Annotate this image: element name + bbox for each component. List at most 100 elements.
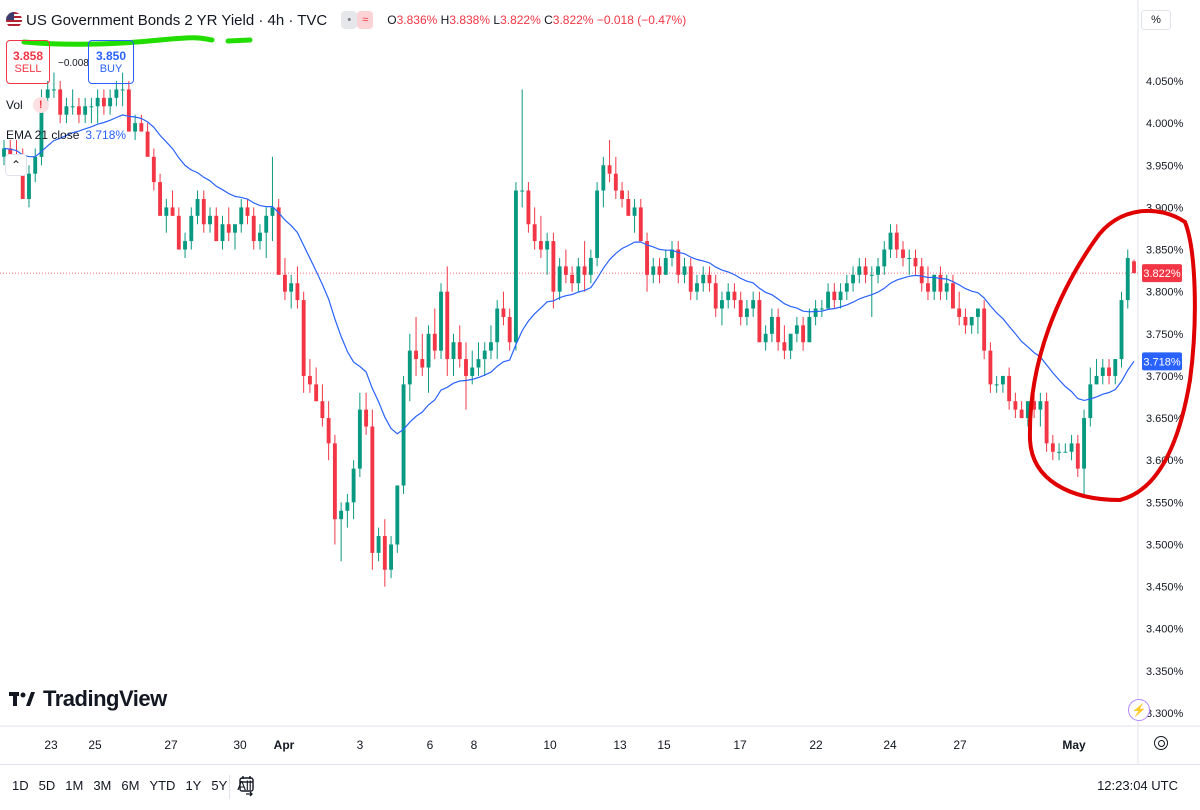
candle-body (507, 316, 512, 343)
gear-icon[interactable] (1154, 736, 1168, 750)
price-tick-label: 4.000% (1146, 118, 1184, 130)
candle-body (95, 97, 100, 107)
time-tick-label: 27 (164, 738, 178, 752)
candle-body (957, 308, 962, 317)
candle-body (888, 232, 893, 250)
candle-body (676, 249, 681, 275)
price-tick-label: 3.400% (1146, 624, 1184, 636)
candle-body (926, 283, 930, 292)
candle-body (794, 325, 799, 334)
candle-body (295, 283, 300, 301)
candle-body (276, 207, 281, 275)
warning-icon[interactable]: ! (32, 97, 49, 113)
buy-button[interactable]: 3.850 BUY (88, 40, 134, 84)
price-tick-label: 3.300% (1146, 708, 1184, 720)
timeframe-3m[interactable]: 3M (93, 778, 112, 793)
candle-body (732, 291, 737, 301)
candle-body (744, 308, 749, 317)
candle-body (264, 215, 269, 233)
timeframe-1y[interactable]: 1Y (185, 778, 202, 793)
sell-button[interactable]: 3.858 SELL (6, 40, 50, 84)
candle-body (432, 333, 437, 351)
candle-body (963, 316, 968, 326)
candle-body (620, 190, 625, 199)
ohlc-low: 3.822% (500, 13, 541, 27)
toolbar-divider (229, 775, 230, 799)
tradingview-logo[interactable]: TradingView (9, 686, 167, 712)
candle-body (195, 198, 200, 216)
candle-body (226, 224, 231, 233)
ema-indicator-row[interactable]: EMA 21 close 3.718% (6, 128, 126, 142)
candle-body (819, 308, 824, 310)
timeframe-5d[interactable]: 5D (38, 778, 56, 793)
timeframe-ytd[interactable]: YTD (149, 778, 176, 793)
tradingview-logo-icon (9, 692, 35, 706)
ohlc-close: 3.822% (552, 13, 594, 27)
timeframe-6m[interactable]: 6M (121, 778, 140, 793)
last-price-tag: 3.822% (1143, 268, 1181, 280)
candle-body (944, 283, 949, 292)
candle-body (582, 266, 587, 275)
candle-body (901, 249, 905, 258)
candle-body (345, 502, 350, 511)
time-tick-label: 8 (471, 738, 478, 752)
candle-body (120, 89, 125, 91)
ema-label: EMA 21 close (6, 128, 80, 142)
candle-body (70, 106, 75, 108)
candle-body (283, 274, 287, 292)
utc-clock[interactable]: 12:23:04 UTC (1097, 778, 1178, 793)
candle-body (332, 443, 337, 520)
candle-body (645, 241, 649, 275)
compare-wave-icon[interactable]: ≈ (357, 11, 374, 29)
candle-body (670, 249, 674, 258)
candle-body (239, 207, 244, 225)
candle-body (788, 333, 793, 351)
time-tick-label: 23 (44, 738, 58, 752)
candle-body (20, 165, 25, 199)
candle-body (176, 215, 181, 250)
candle-body (595, 190, 600, 258)
candle-body (420, 359, 425, 368)
candle-body (439, 291, 443, 351)
candle-body (382, 536, 387, 570)
time-tick-label: 3 (357, 738, 364, 752)
candle-body (1032, 401, 1037, 410)
last-price-tag-bg (1142, 264, 1182, 283)
price-tick-label: 4.050% (1146, 76, 1184, 88)
calendar-goto-icon[interactable] (238, 775, 256, 797)
candle-body (2, 148, 6, 157)
candle-body (975, 308, 980, 317)
candle-body (826, 291, 831, 309)
candle-body (270, 207, 275, 216)
green-highlight-stroke-short (225, 37, 253, 44)
candle-body (58, 89, 63, 115)
candle-body (1094, 375, 1099, 385)
candle-body (158, 182, 163, 216)
timeframe-1m[interactable]: 1M (65, 778, 84, 793)
symbol-title[interactable]: US Government Bonds 2 YR Yield · 4h · TV… (26, 11, 328, 29)
hide-legend-icon[interactable]: • (341, 11, 358, 29)
ema-line (3, 114, 1135, 435)
price-tick-label: 3.550% (1146, 497, 1184, 509)
candle-body (1132, 261, 1136, 274)
candle-body (189, 215, 194, 242)
chevron-up-icon[interactable]: ⌃ (5, 154, 27, 176)
candle-body (713, 283, 718, 309)
candle-body (1107, 367, 1111, 376)
candle-body (170, 207, 175, 216)
candle-body (401, 384, 406, 486)
candle-body (695, 283, 699, 292)
lightning-icon[interactable]: ⚡ (1128, 699, 1150, 721)
candle-body (607, 165, 612, 174)
candle-body (570, 274, 575, 284)
candle-body (1125, 257, 1130, 301)
candle-body (426, 333, 431, 368)
percent-scale-button[interactable]: % (1141, 10, 1171, 30)
candle-body (1013, 401, 1018, 410)
volume-indicator-row[interactable]: Vol ! (6, 97, 49, 113)
timeframe-1d[interactable]: 1D (12, 778, 29, 793)
candle-body (557, 266, 562, 292)
timeframe-5y[interactable]: 5Y (211, 778, 228, 793)
